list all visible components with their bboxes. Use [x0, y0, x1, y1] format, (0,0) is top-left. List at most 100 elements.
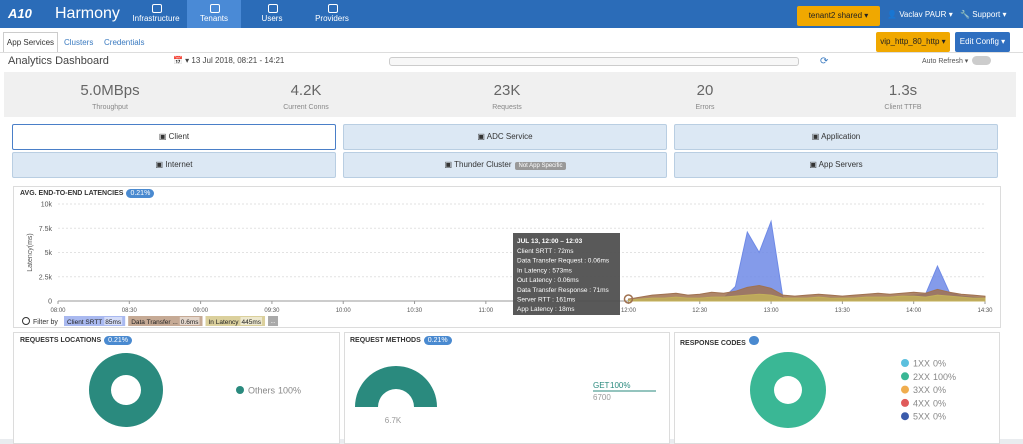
tile-label: Thunder Cluster	[454, 160, 512, 169]
divider	[0, 52, 1023, 53]
y-tick-label: 7.5k	[39, 226, 53, 233]
tooltip-title: JUL 13, 12:00 – 12:03	[517, 238, 583, 245]
tooltip-line: Data Transfer Request : 0.06ms	[517, 258, 610, 265]
panel-title: AVG. END-TO-END LATENCIES 0.21%	[20, 189, 155, 198]
auto-refresh[interactable]: Auto Refresh ▾	[922, 58, 969, 65]
metric-label: Requests	[492, 104, 522, 111]
user-menu[interactable]: 👤 Vaclav PAUR ▾	[887, 10, 953, 19]
nav-label: Tenants	[199, 14, 229, 23]
product-name: Harmony	[55, 5, 120, 22]
tooltip	[513, 233, 620, 315]
metric-label: Errors	[695, 104, 715, 111]
legend-value: 100%	[610, 381, 630, 390]
legend-dot	[901, 372, 909, 381]
tooltip-line: Server RTT : 161ms	[517, 297, 576, 304]
metric-label: Current Conns	[283, 104, 329, 111]
legend-label: 2XX	[913, 372, 930, 382]
user-name: Vaclav PAUR	[899, 10, 947, 19]
filter-chip[interactable]: Data Transfer ... 0.6ms	[128, 316, 203, 326]
latency-panel	[13, 186, 1001, 328]
nav-item[interactable]: Infrastructure	[127, 0, 185, 28]
tile[interactable]: ▣ ADC Service	[343, 124, 667, 150]
legend-value: 0%	[933, 385, 946, 395]
tile[interactable]: ▣ Internet	[12, 152, 336, 178]
y-axis-label: Latency(ms)	[27, 233, 34, 272]
nav-item[interactable]: Users	[243, 0, 301, 28]
chip-value: 445ms	[242, 319, 262, 326]
tile-label: App Servers	[818, 160, 863, 169]
tile[interactable]: ▣ Thunder Cluster Not App Specific	[343, 152, 667, 178]
hover-marker	[623, 294, 634, 304]
pie-slice	[750, 352, 826, 428]
nav-item[interactable]: Providers	[303, 0, 361, 28]
chip-value-bg	[179, 317, 200, 325]
metric-value: 5.0MBps	[80, 82, 140, 99]
legend-dot	[901, 359, 909, 367]
x-tick-label: 08:30	[122, 308, 138, 314]
tile-label: ADC Service	[486, 132, 533, 141]
legend-dot	[901, 398, 909, 407]
date-picker[interactable]: 📅 ▾ 13 Jul 2018, 08:21 - 14:21	[173, 56, 285, 65]
nav-label: Providers	[315, 14, 349, 23]
filter-chip[interactable]: In Latency 445ms	[205, 316, 266, 326]
y-tick-label: 10k	[41, 202, 53, 209]
codes-panel	[674, 332, 1000, 444]
tile[interactable]: ▣ App Servers	[674, 152, 998, 178]
tile[interactable]: ▣ Client	[12, 124, 336, 150]
tenant-selector[interactable]: tenant2 shared ▾	[797, 6, 880, 26]
legend-dot	[901, 412, 909, 421]
x-tick-label: 12:00	[621, 308, 637, 314]
chip-bg	[64, 316, 126, 326]
x-tick-label: 14:00	[906, 308, 922, 314]
nav-label: Users	[261, 14, 283, 23]
nav-label: Infrastructure	[132, 14, 180, 23]
filter-chip[interactable]: Client SRTT 85ms	[64, 316, 126, 326]
badge	[748, 336, 759, 345]
time-slider[interactable]	[389, 57, 799, 66]
panel-title-text: AVG. END-TO-END LATENCIES	[20, 190, 124, 197]
area-series	[627, 293, 986, 302]
legend-label: 3XX	[913, 385, 930, 395]
support-menu[interactable]: 🔧 Support ▾	[960, 10, 1007, 19]
tab[interactable]: Clusters	[64, 38, 94, 47]
tab[interactable]: Credentials	[104, 38, 145, 47]
chip-value-bg	[104, 317, 123, 325]
chip-name: Data Transfer ...	[131, 319, 178, 326]
metric-label: Client TTFB	[884, 104, 922, 111]
panel-title: RESPONSE CODES	[680, 336, 759, 347]
chip-value: 0.6ms	[181, 319, 199, 326]
toggle[interactable]	[972, 56, 991, 65]
edit-config[interactable]: Edit Config ▾	[955, 32, 1010, 52]
page-title: Analytics Dashboard	[8, 55, 109, 67]
x-tick-label: 09:30	[264, 308, 280, 314]
legend-value: 0%	[933, 412, 946, 422]
x-tick-label: 10:00	[336, 308, 352, 314]
more-chip[interactable]	[268, 316, 279, 326]
area-series	[627, 219, 986, 302]
legend-value: 100%	[933, 372, 956, 382]
app-selector[interactable]: vip_http_80_http ▾	[876, 32, 950, 52]
legend-value: 0%	[933, 398, 946, 408]
chip-name: In Latency	[209, 319, 240, 326]
locations-panel	[13, 332, 340, 444]
x-tick-label: 09:00	[193, 308, 209, 314]
logo: A10	[8, 6, 32, 21]
tile-label: Client	[168, 132, 190, 141]
legend-label: 1XX	[913, 359, 930, 369]
tile[interactable]: ▣ Application	[674, 124, 998, 150]
support-label: Support	[972, 10, 1001, 19]
refresh-button[interactable]: ⟳	[820, 56, 829, 67]
panel-title-text: REQUESTS LOCATIONS	[20, 337, 102, 344]
nav-item[interactable]: Tenants	[185, 0, 243, 28]
badge: 0.21%	[126, 189, 155, 198]
x-tick-label: 08:00	[50, 308, 66, 314]
legend-value: 0%	[933, 359, 946, 369]
tooltip-line: In Latency : 573ms	[517, 267, 573, 274]
x-tick-label: 13:30	[835, 308, 851, 314]
legend-label: GET	[593, 381, 610, 390]
panel-title: REQUESTS LOCATIONS 0.21%	[20, 336, 133, 345]
tab-active[interactable]: App Services	[3, 32, 58, 52]
chip-name: Client SRTT	[67, 319, 102, 326]
pie-slice	[355, 366, 437, 407]
